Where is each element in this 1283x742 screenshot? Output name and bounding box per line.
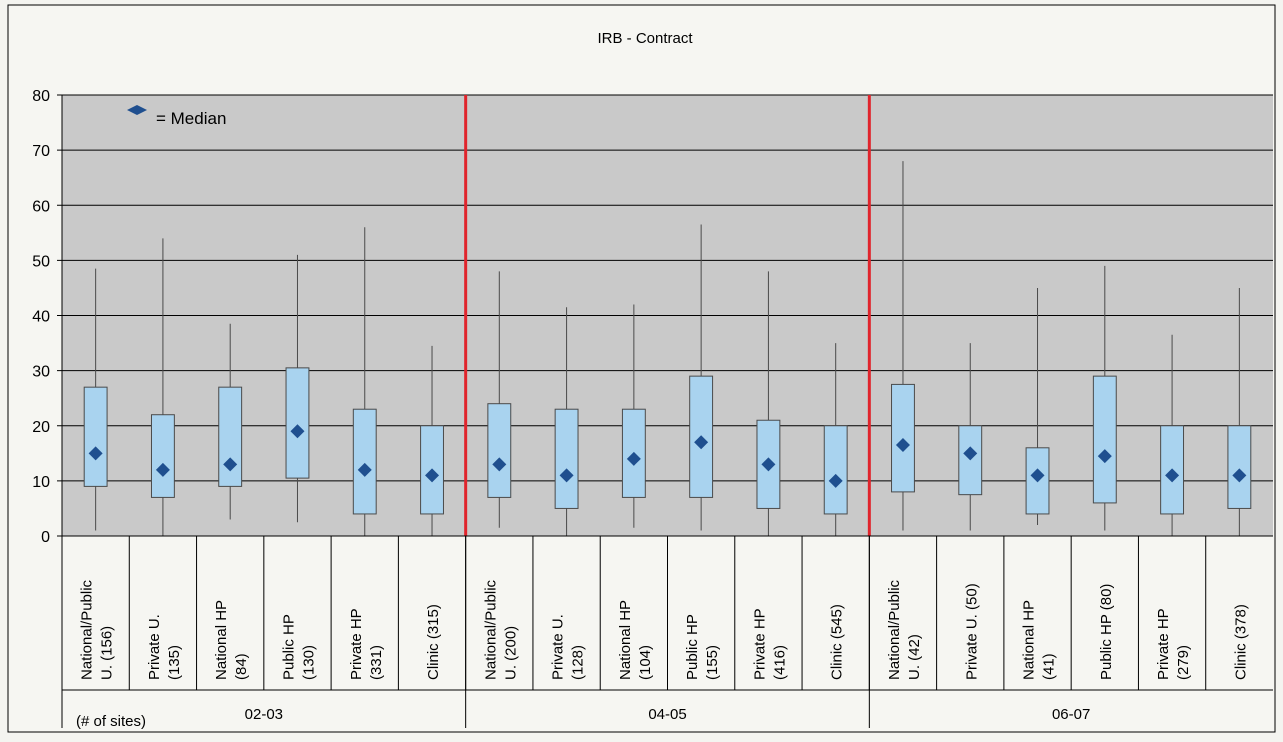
- category-label: (128): [570, 645, 587, 680]
- legend-label: = Median: [156, 109, 226, 128]
- category-label: (155): [704, 645, 721, 680]
- box-iqr: [352, 408, 377, 515]
- y-tick-label: 0: [41, 529, 50, 546]
- y-tick-label: 60: [32, 198, 50, 215]
- median-marker: [895, 438, 910, 453]
- category-label: (104): [637, 645, 654, 680]
- group-label: 04-05: [648, 706, 686, 723]
- median-marker: [559, 468, 574, 483]
- median-marker: [1165, 468, 1180, 483]
- category-label: National HP: [213, 600, 230, 680]
- box-iqr: [1092, 375, 1117, 504]
- y-tick-label: 50: [32, 253, 50, 270]
- median-marker: [828, 473, 843, 488]
- category-label: Private HP: [1155, 608, 1172, 680]
- box-iqr: [83, 386, 108, 487]
- median-marker: [963, 446, 978, 461]
- box-iqr: [554, 408, 579, 509]
- category-label: Private U.: [550, 614, 567, 680]
- box-iqr: [285, 367, 310, 479]
- median-marker: [694, 435, 709, 450]
- category-label: (41): [1041, 653, 1058, 680]
- y-tick-label: 30: [32, 364, 50, 381]
- y-tick-label: 80: [32, 88, 50, 105]
- category-label: (416): [771, 645, 788, 680]
- category-label: Clinic (315): [425, 604, 442, 680]
- category-label: (84): [233, 653, 250, 680]
- median-marker: [223, 457, 238, 472]
- category-label: Private U. (50): [963, 583, 980, 680]
- category-label: Private HP: [751, 608, 768, 680]
- category-label: Public HP: [684, 614, 701, 680]
- box-iqr: [487, 403, 512, 498]
- category-label: National/Public: [482, 579, 499, 680]
- y-tick-label: 70: [32, 143, 50, 160]
- category-label: National HP: [617, 600, 634, 680]
- box-iqr: [1227, 425, 1252, 509]
- median-marker: [492, 457, 507, 472]
- y-tick-label: 10: [32, 474, 50, 491]
- legend-median-diamond-icon: [127, 105, 147, 115]
- median-marker: [155, 462, 170, 477]
- box-iqr: [823, 425, 848, 515]
- box-iqr: [218, 386, 243, 487]
- chart-title: IRB - Contract: [597, 30, 693, 47]
- category-label: National/Public: [79, 579, 96, 680]
- category-label: (130): [300, 645, 317, 680]
- category-label: Private HP: [348, 608, 365, 680]
- median-marker: [1232, 468, 1247, 483]
- y-tick-label: 40: [32, 309, 50, 326]
- category-label: National/Public: [886, 579, 903, 680]
- median-marker: [357, 462, 372, 477]
- category-label: (279): [1175, 645, 1192, 680]
- median-marker: [1030, 468, 1045, 483]
- category-label: Public HP: [280, 614, 297, 680]
- category-label: U. (200): [502, 626, 519, 680]
- category-label: National HP: [1021, 600, 1038, 680]
- median-marker: [761, 457, 776, 472]
- category-label: Private U.: [146, 614, 163, 680]
- category-label: (135): [166, 645, 183, 680]
- group-label: 06-07: [1052, 706, 1090, 723]
- category-label: Public HP (80): [1098, 584, 1115, 680]
- category-label: U. (42): [906, 634, 923, 680]
- median-marker: [1097, 449, 1112, 464]
- legend: = Median: [127, 105, 226, 128]
- category-label: Clinic (545): [829, 604, 846, 680]
- median-marker: [88, 446, 103, 461]
- category-label: (331): [368, 645, 385, 680]
- median-marker: [290, 424, 305, 439]
- sites-footnote: (# of sites): [76, 713, 146, 730]
- category-label: U. (156): [99, 626, 116, 680]
- median-marker: [425, 468, 440, 483]
- y-tick-label: 20: [32, 419, 50, 436]
- median-marker: [626, 451, 641, 466]
- group-label: 02-03: [245, 706, 283, 723]
- box-iqr: [150, 414, 175, 498]
- category-label: Clinic (378): [1232, 604, 1249, 680]
